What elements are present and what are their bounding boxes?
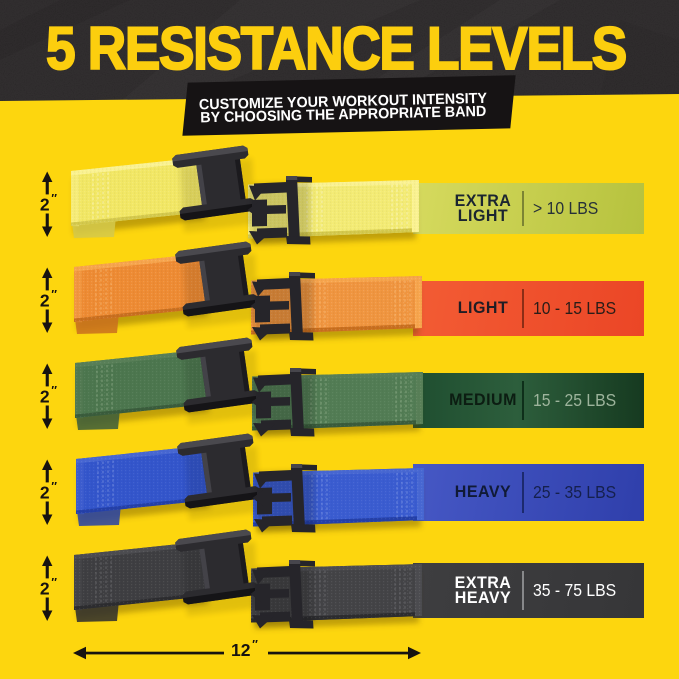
svg-text:12: 12	[231, 640, 251, 660]
svg-text:″: ″	[252, 638, 259, 652]
